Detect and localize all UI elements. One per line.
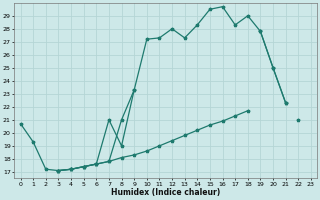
X-axis label: Humidex (Indice chaleur): Humidex (Indice chaleur) [111,188,220,197]
